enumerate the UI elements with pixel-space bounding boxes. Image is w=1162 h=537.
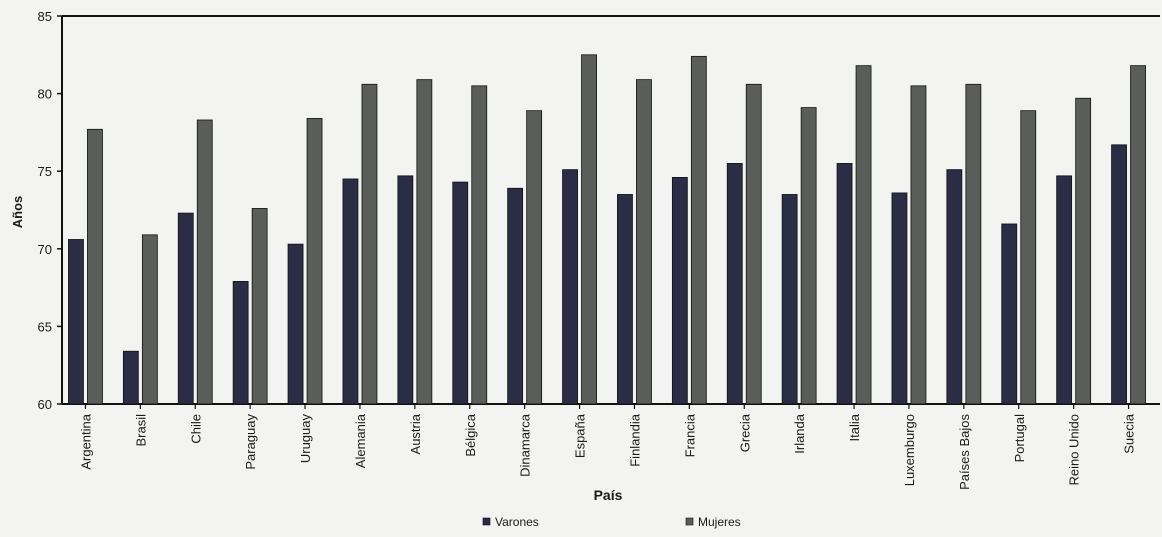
- x-tick-label: Finlandia: [627, 413, 642, 467]
- bar-mujeres: [690, 55, 707, 405]
- bar-mujeres: [965, 83, 982, 405]
- bar-varones: [562, 169, 578, 405]
- bar-varones: [507, 187, 524, 405]
- bar-mujeres: [1020, 110, 1037, 405]
- x-tick-label: Luxemburgo: [902, 414, 917, 486]
- bar-mujeres: [800, 107, 817, 405]
- legend-label-mujeres: Mujeres: [698, 515, 741, 529]
- bar-varones: [1001, 223, 1018, 405]
- bar-varones: [1111, 144, 1127, 405]
- bar-mujeres: [306, 118, 323, 405]
- y-tick-label: 70: [38, 242, 52, 257]
- bar-varones: [342, 178, 359, 405]
- bar-varones: [946, 169, 963, 405]
- bar-mujeres: [416, 79, 433, 405]
- bar-varones: [671, 177, 688, 405]
- x-tick-label: Austria: [408, 413, 423, 454]
- y-tick-label: 65: [38, 319, 52, 334]
- bar-mujeres: [526, 110, 543, 405]
- bar-mujeres: [1130, 65, 1146, 405]
- bar-varones: [836, 163, 853, 405]
- bar-mujeres: [745, 83, 762, 405]
- x-axis-label: País: [594, 487, 623, 503]
- x-tick-label: Reino Unido: [1067, 414, 1082, 486]
- y-axis-label: Años: [10, 196, 25, 229]
- bar-mujeres: [361, 83, 378, 405]
- y-tick-label: 85: [38, 9, 52, 24]
- x-tick-label: Portugal: [1012, 414, 1027, 463]
- legend: Varones Mujeres: [482, 515, 741, 529]
- x-tick-label: Italia: [847, 413, 862, 441]
- legend-swatch-varones: [482, 517, 491, 526]
- x-tick-label: Bélgica: [463, 413, 478, 456]
- x-tick-label: Irlanda: [792, 413, 807, 454]
- x-tick-label: Argentina: [78, 413, 93, 469]
- bar-mujeres: [910, 85, 927, 405]
- bar-mujeres: [141, 234, 158, 405]
- x-tick-label: Chile: [188, 414, 203, 444]
- bar-varones: [452, 181, 469, 405]
- bars: [68, 54, 1146, 405]
- x-tick-label: Grecia: [737, 413, 752, 452]
- bar-mujeres: [636, 79, 652, 405]
- x-tick-label: España: [573, 413, 588, 458]
- bar-varones: [287, 243, 304, 405]
- bar-varones: [726, 163, 743, 405]
- bar-varones: [68, 239, 84, 405]
- x-tick-label: Suecia: [1122, 413, 1137, 454]
- bar-mujeres: [1075, 97, 1092, 405]
- bar-varones: [177, 212, 194, 405]
- legend-label-varones: Varones: [495, 515, 539, 529]
- y-tick-label: 80: [38, 87, 52, 102]
- x-tick-label: Francia: [682, 413, 697, 457]
- bar-varones: [781, 194, 798, 405]
- bar-varones: [617, 194, 633, 405]
- bar-varones: [891, 192, 908, 405]
- x-tick-label: Paraguay: [243, 414, 258, 470]
- bar-mujeres: [855, 65, 872, 405]
- x-tick-label: Dinamarca: [518, 413, 533, 477]
- x-tick-label: Alemania: [353, 413, 368, 468]
- x-tick-label: Países Bajos: [957, 414, 972, 490]
- bar-varones: [122, 350, 139, 405]
- bar-varones: [397, 175, 414, 405]
- bar-varones: [1056, 175, 1073, 405]
- legend-swatch-mujeres: [685, 517, 694, 526]
- bar-mujeres: [87, 128, 103, 405]
- bar-mujeres: [471, 85, 488, 405]
- bar-mujeres: [251, 208, 268, 405]
- x-tick-label: Brasil: [133, 414, 148, 447]
- labels: Años País Argentina Brasil Chile Paraguay Ur…: [10, 196, 1137, 503]
- bar-mujeres: [581, 54, 597, 405]
- bar-varones: [232, 280, 249, 405]
- y-tick-label: 60: [38, 397, 52, 412]
- y-tick-label: 75: [38, 164, 52, 179]
- x-tick-label: Uruguay: [298, 414, 313, 464]
- bar-mujeres: [196, 119, 213, 405]
